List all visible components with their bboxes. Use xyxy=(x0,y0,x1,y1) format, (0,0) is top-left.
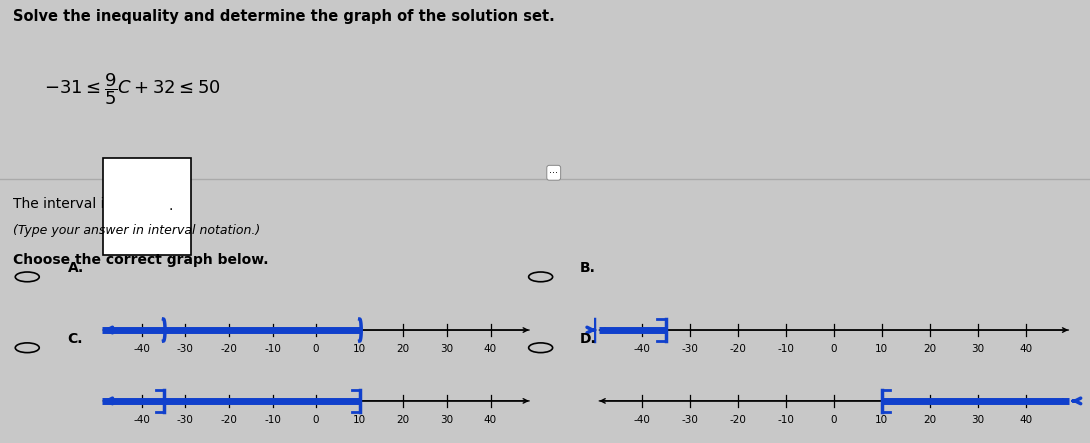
Text: C.: C. xyxy=(68,331,83,346)
Text: -40: -40 xyxy=(633,344,651,354)
Text: 0: 0 xyxy=(313,415,319,425)
Text: A.: A. xyxy=(68,260,84,275)
Text: 30: 30 xyxy=(440,344,453,354)
Text: 40: 40 xyxy=(484,415,497,425)
Text: -20: -20 xyxy=(220,344,238,354)
Text: .: . xyxy=(169,199,173,214)
Text: 20: 20 xyxy=(923,344,936,354)
Text: 20: 20 xyxy=(397,415,410,425)
Text: 10: 10 xyxy=(875,415,888,425)
Text: -40: -40 xyxy=(133,344,150,354)
Text: -20: -20 xyxy=(729,415,747,425)
Text: -40: -40 xyxy=(133,415,150,425)
Text: ···: ··· xyxy=(549,168,558,178)
Text: Choose the correct graph below.: Choose the correct graph below. xyxy=(13,253,268,267)
Text: 0: 0 xyxy=(831,415,837,425)
Text: Solve the inequality and determine the graph of the solution set.: Solve the inequality and determine the g… xyxy=(13,9,555,24)
Text: 0: 0 xyxy=(831,344,837,354)
Text: 0: 0 xyxy=(313,344,319,354)
Text: -40: -40 xyxy=(633,415,651,425)
Text: -10: -10 xyxy=(264,344,281,354)
Text: The interval is: The interval is xyxy=(13,197,116,211)
Text: -30: -30 xyxy=(177,415,194,425)
Text: 30: 30 xyxy=(971,344,984,354)
Text: 10: 10 xyxy=(875,344,888,354)
Text: -20: -20 xyxy=(220,415,238,425)
Text: 40: 40 xyxy=(1019,344,1032,354)
Text: -30: -30 xyxy=(681,415,699,425)
Text: 20: 20 xyxy=(397,344,410,354)
Text: 10: 10 xyxy=(353,344,366,354)
Text: 30: 30 xyxy=(440,415,453,425)
Text: -10: -10 xyxy=(264,415,281,425)
Text: $-31\leq\dfrac{9}{5}C+32\leq 50$: $-31\leq\dfrac{9}{5}C+32\leq 50$ xyxy=(44,71,220,106)
Text: 40: 40 xyxy=(1019,415,1032,425)
Text: B.: B. xyxy=(580,260,596,275)
Text: -30: -30 xyxy=(177,344,194,354)
Text: 10: 10 xyxy=(353,415,366,425)
Text: -30: -30 xyxy=(681,344,699,354)
Text: 40: 40 xyxy=(484,344,497,354)
Text: D.: D. xyxy=(580,331,596,346)
Text: (Type your answer in interval notation.): (Type your answer in interval notation.) xyxy=(13,224,261,237)
Text: -10: -10 xyxy=(777,415,795,425)
Text: -10: -10 xyxy=(777,344,795,354)
Text: 30: 30 xyxy=(971,415,984,425)
Text: -20: -20 xyxy=(729,344,747,354)
Text: 20: 20 xyxy=(923,415,936,425)
